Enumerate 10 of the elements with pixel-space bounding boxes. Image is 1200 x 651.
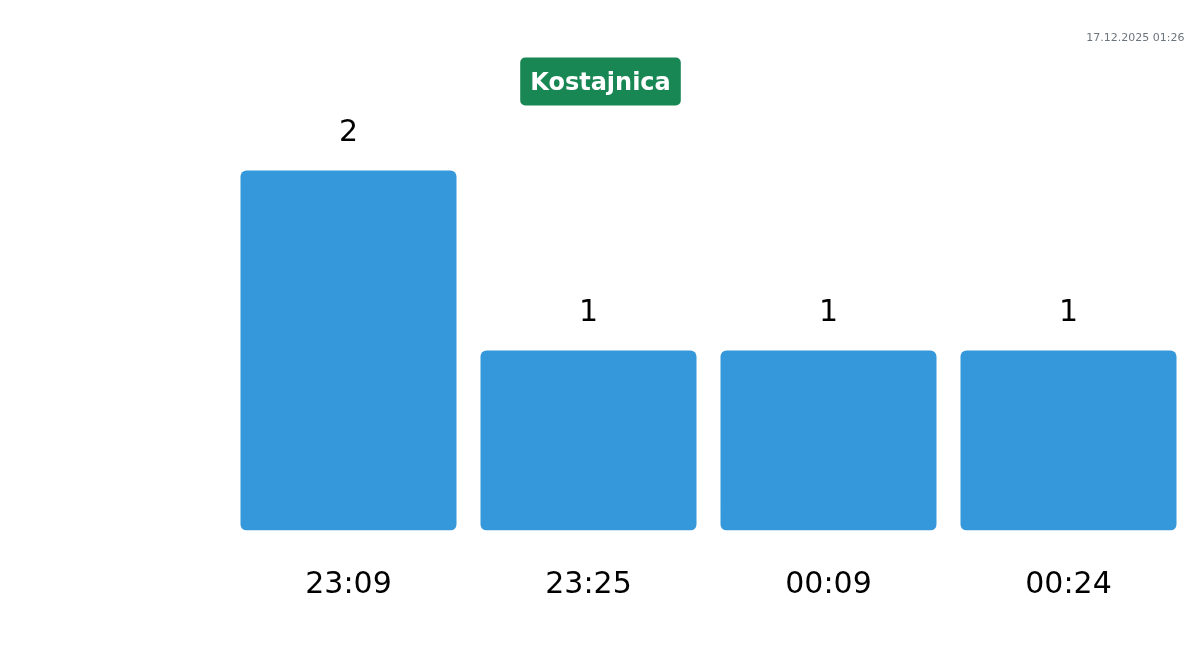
text: 17.12.2025 01:26 [1086, 30, 1185, 44]
chart-title: Kostajnica [530, 67, 671, 96]
data-label: 1 [578, 293, 599, 329]
data-label: 1 [1058, 293, 1079, 329]
x-tick-label: 23:09 [305, 564, 392, 600]
data-label: 2 [338, 113, 359, 149]
data-label: 1 [818, 293, 839, 329]
x-tick-label: 00:24 [1025, 564, 1112, 600]
x-tick-label: 23:25 [545, 564, 632, 600]
x-tick-label: 00:09 [785, 564, 872, 600]
